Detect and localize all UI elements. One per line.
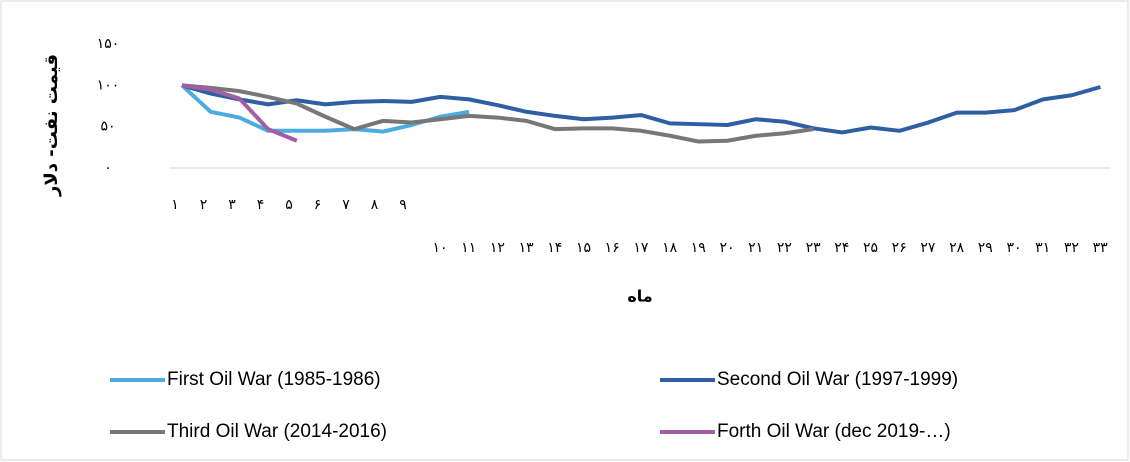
x-tick-label: ۱	[171, 197, 179, 213]
x-tick-label: ۲۰	[719, 240, 734, 256]
x-tick-label: ۳۰	[1006, 240, 1021, 256]
x-tick-label: ۳۱	[1035, 240, 1050, 256]
y-axis-label: قیمت نفت- دلار	[41, 54, 62, 197]
x-tick-label: ۸	[371, 197, 379, 213]
x-tick-label: ۱۹	[691, 240, 706, 256]
x-tick-label: ۲	[200, 197, 208, 213]
x-tick-label: ۱۴	[547, 240, 562, 256]
legend-label: Third Oil War (2014-2016)	[167, 421, 387, 442]
legend-label: Forth Oil War (dec 2019-…)	[717, 421, 951, 442]
x-tick-label: ۱۰	[432, 240, 447, 256]
series-line	[181, 83, 1101, 135]
y-tick-label: ۰	[104, 160, 112, 176]
x-tick-label: ۴	[257, 197, 265, 213]
x-tick-label: ۱۸	[662, 240, 678, 256]
x-tick-label: ۱۲	[490, 240, 505, 256]
x-tick-label: ۹	[399, 197, 407, 213]
x-tick-label: ۳۳	[1093, 240, 1109, 256]
x-tick-label: ۱۵	[576, 240, 591, 256]
x-tick-label: ۲۵	[863, 240, 878, 256]
y-tick-label: ۱۵۰	[97, 36, 120, 52]
series-line	[181, 83, 814, 144]
x-axis-label: ماه	[627, 287, 652, 306]
y-tick-label: ۵۰	[100, 119, 115, 135]
x-tick-label: ۲۴	[834, 240, 849, 256]
x-tick-label: ۲۲	[777, 240, 792, 256]
x-tick-label: ۲۹	[978, 240, 993, 256]
x-tick-label: ۶	[314, 197, 322, 213]
x-tick-label: ۲۳	[806, 240, 822, 256]
x-tick-label: ۱۳	[519, 240, 535, 256]
legend-label: First Oil War (1985-1986)	[167, 369, 381, 390]
x-tick-label: ۳۲	[1064, 240, 1079, 256]
x-tick-label: ۷	[342, 197, 350, 213]
x-tick-label: ۳	[228, 197, 236, 213]
series-line	[181, 83, 298, 143]
x-tick-label: ۲۷	[920, 240, 936, 256]
legend-label: Second Oil War (1997-1999)	[717, 369, 958, 390]
x-tick-label: ۲۸	[949, 240, 965, 256]
y-tick-label: ۱۰۰	[97, 77, 120, 93]
x-tick-label: ۵	[285, 197, 293, 213]
x-tick-label: ۲۶	[892, 240, 907, 256]
x-tick-label: ۱۶	[605, 240, 620, 256]
x-tick-label: ۱۷	[633, 240, 649, 256]
x-tick-label: ۱۱	[461, 240, 476, 256]
x-tick-label: ۲۱	[748, 240, 763, 256]
